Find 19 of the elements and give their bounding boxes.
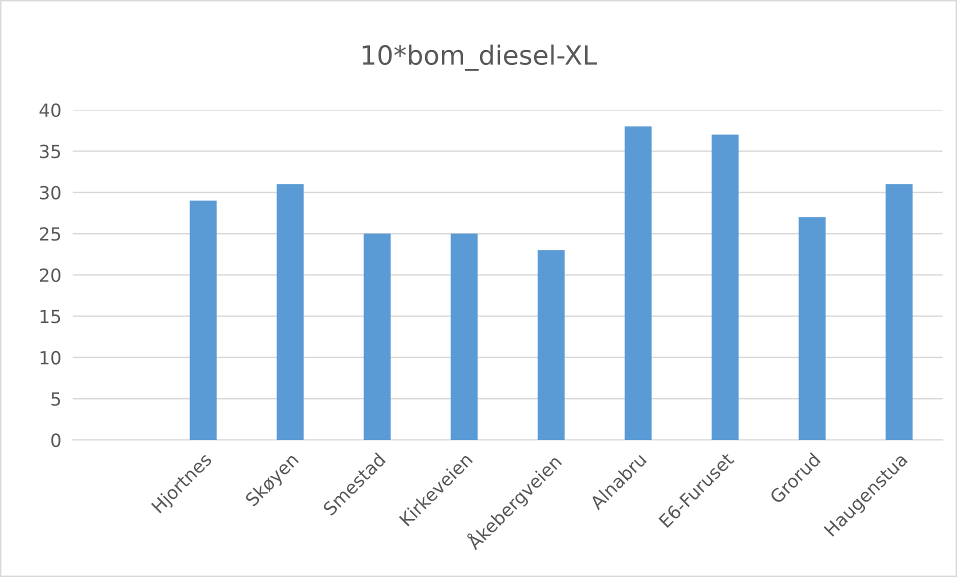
bar [276, 184, 304, 440]
y-tick-label: 0 [51, 433, 60, 448]
y-tick-label: 10 [40, 350, 60, 365]
chart-title: 10*bom_diesel-XL [362, 44, 597, 71]
y-tick-label: 40 [40, 103, 60, 118]
bar [538, 250, 565, 440]
bar [712, 134, 739, 440]
y-tick-label: 35 [40, 144, 60, 158]
bar [886, 184, 913, 440]
bar [364, 234, 391, 440]
bar [450, 234, 478, 440]
y-tick-label: 30 [40, 186, 60, 200]
y-tick-label: 5 [52, 392, 60, 406]
y-tick-label: 15 [40, 310, 60, 324]
bar [624, 126, 652, 440]
y-tick-label: 25 [40, 227, 60, 241]
bar [798, 217, 826, 440]
bar [190, 200, 217, 440]
y-tick-label: 20 [40, 268, 60, 282]
